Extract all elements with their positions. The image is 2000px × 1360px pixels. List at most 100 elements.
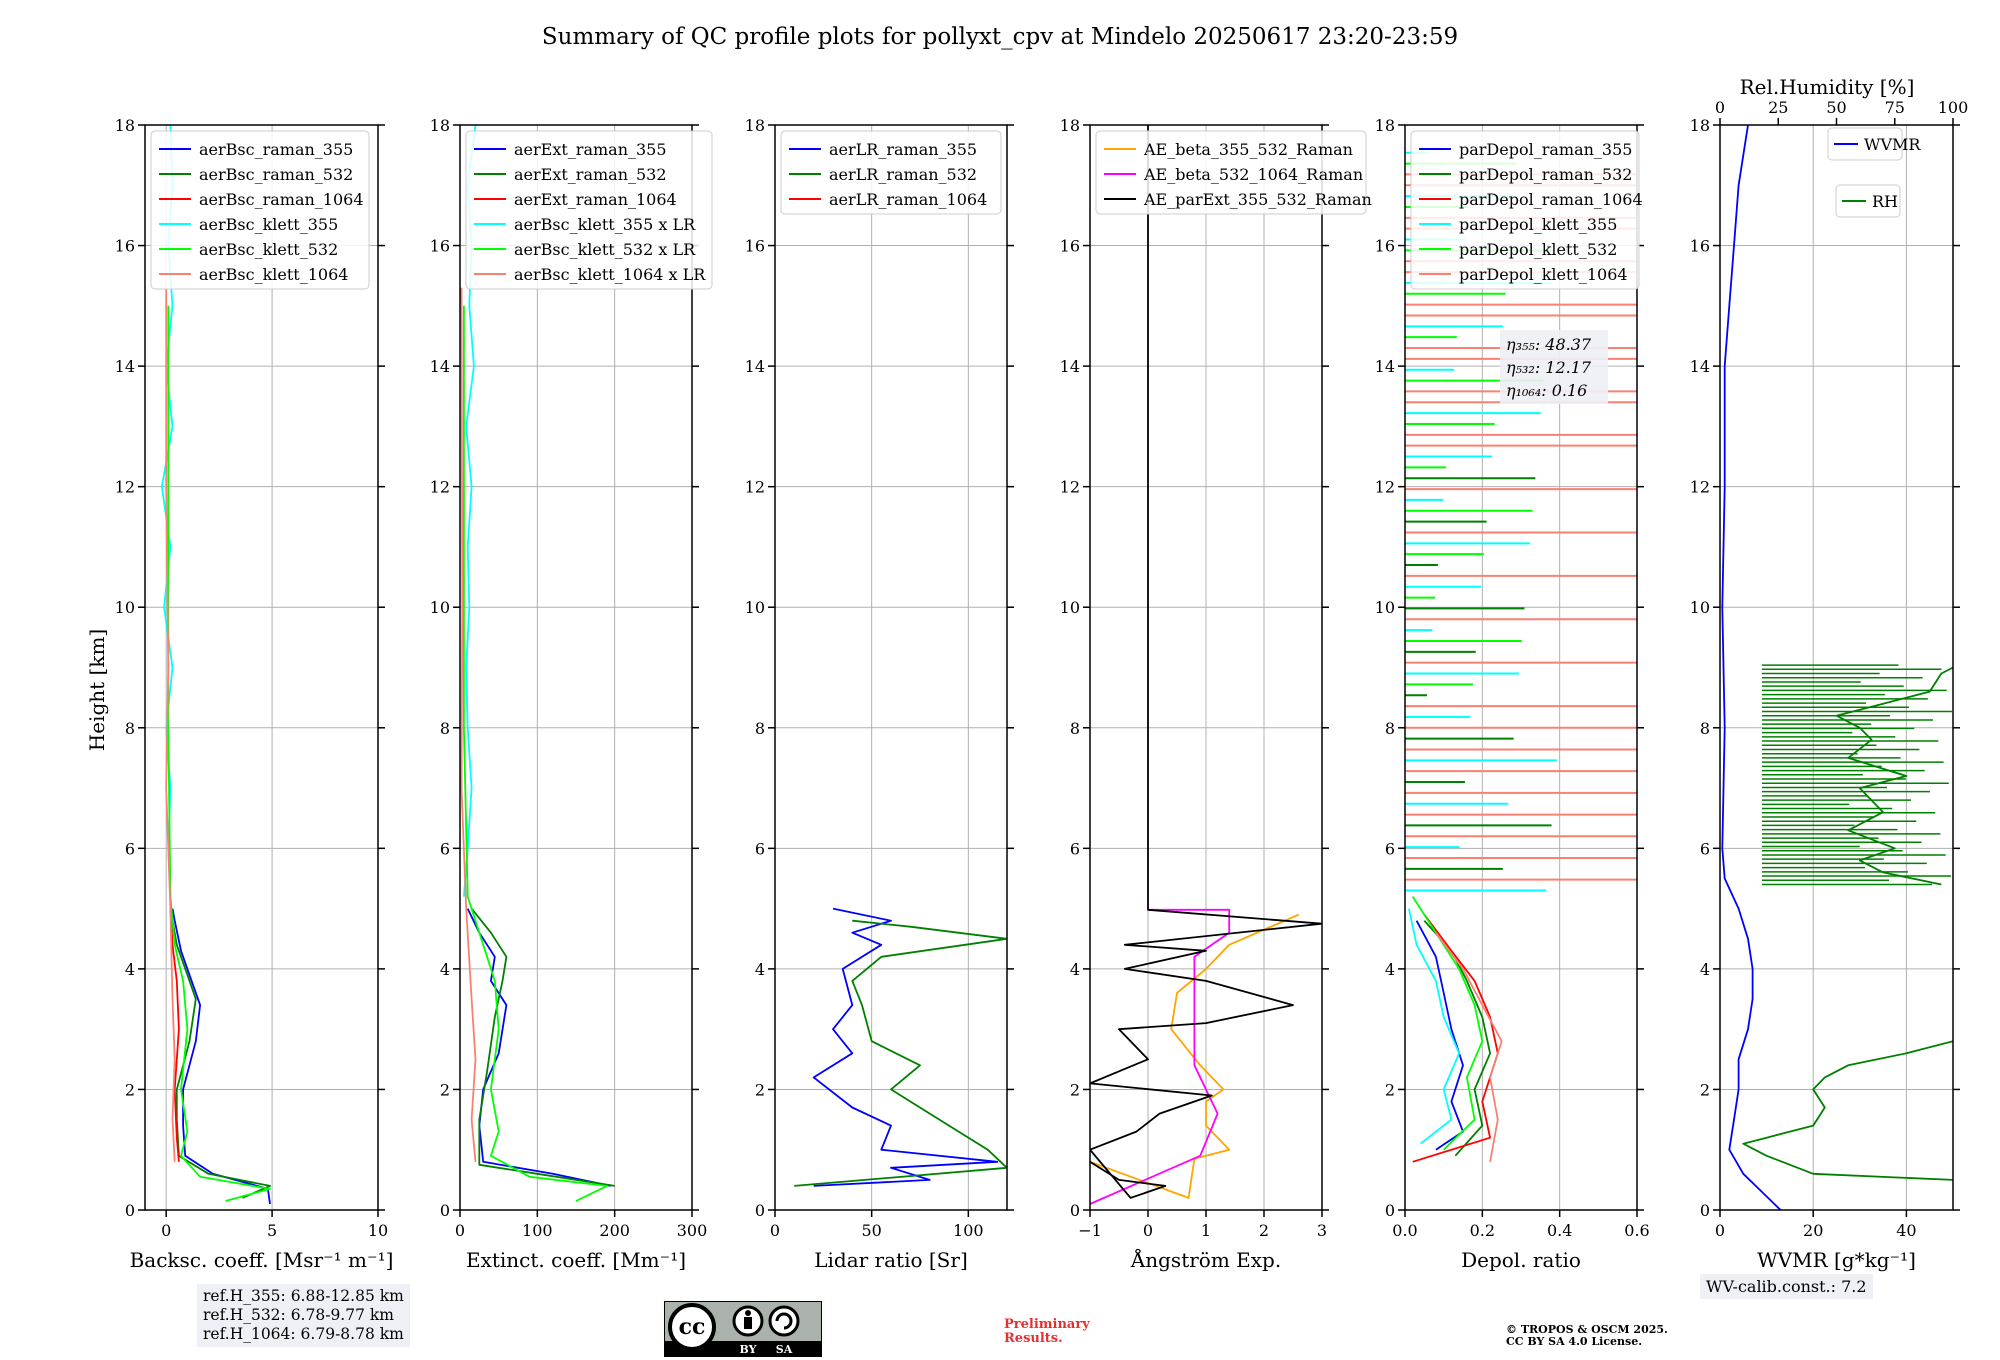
y-tick-label: 14 [430,357,450,376]
series-line-aerBsc_klett_532 [167,305,271,1202]
y-tick-label: 12 [430,478,450,497]
legend-box [1095,130,1367,215]
y-tick-label: 8 [440,719,450,738]
x-tick-label: 0.4 [1547,1221,1572,1240]
preliminary-line-2: Results. [1004,1331,1063,1346]
series-line-RH [1742,1040,1953,1181]
y-tick-label: 2 [755,1080,765,1099]
eta-annotation: η₁₀₆₄: 0.16 [1506,381,1587,400]
series-line-aerBsc_klett_1064 [165,287,176,1162]
y-tick-label: 8 [125,719,135,738]
x-axis-label: Extinct. coeff. [Mm⁻¹] [466,1248,686,1272]
x-tick-label: 20 [1803,1221,1823,1240]
copyright-line-1: © TROPOS & OSCM 2025. [1506,1323,1668,1336]
y-tick-label: 18 [115,116,135,135]
legend-label: parDepol_raman_1064 [1459,190,1643,209]
x-tick-label: 0.2 [1470,1221,1495,1240]
legend-label: aerExt_raman_1064 [514,190,677,209]
series-line-aerBsc_raman_1064 [169,908,180,1162]
y-tick-label: 12 [1375,478,1395,497]
y-tick-label: 4 [440,960,450,979]
y-tick-label: 8 [1385,719,1395,738]
y-tick-label: 0 [440,1201,450,1220]
x-tick-label: 100 [953,1221,984,1240]
legend-box [1827,127,1903,161]
y-tick-label: 10 [430,598,450,617]
legend-label: AE_beta_355_532_Raman [1143,140,1353,159]
x-tick-label: 0.6 [1624,1221,1649,1240]
top-x-tick-label: 0 [1715,98,1725,117]
y-tick-label: 4 [1070,960,1080,979]
x-tick-label: 2 [1259,1221,1269,1240]
legend-label: aerLR_raman_532 [829,165,977,184]
annotation-box [1500,330,1608,404]
y-tick-label: 14 [745,357,765,376]
series-line-aerLR_raman_532 [794,919,1007,1187]
series-line-AE_parExt_355_532_Raman [1090,125,1322,1199]
y-tick-label: 16 [430,237,450,256]
series-line-parDepol_klett_355 [1408,908,1460,1145]
x-tick-label: 0 [161,1221,171,1240]
series-line-aerLR_raman_355 [812,907,999,1187]
legend-label: AE_beta_532_1064_Raman [1143,165,1363,184]
y-tick-label: 18 [1690,116,1710,135]
series-line-aerExt_raman_355 [466,908,611,1187]
series-line-parDepol_klett_1064 [1435,932,1503,1162]
series-line-WVMR [1721,125,1782,1210]
series-line-aerExt_raman_532 [470,908,615,1187]
axes-frame [144,124,379,1211]
y-tick-label: 14 [1690,357,1710,376]
y-tick-label: 6 [1700,839,1710,858]
by-text: BY [740,1343,757,1356]
y-tick-label: 10 [745,598,765,617]
x-axis-label: WVMR [g*kg⁻¹] [1757,1248,1916,1272]
cc-by-sa-license-logo: cc BY SA [664,1301,822,1357]
panel-backscatter: 0 2 4 6 8 10 12 14 16 18 0 5 10 Backsc. coeff. [Msr⁻¹… [115,116,394,1272]
series-group [161,125,271,1205]
y-tick-label: 12 [745,478,765,497]
series-line-AE_beta_532_1064_Raman [1090,908,1231,1205]
y-tick-label: 8 [1070,719,1080,738]
y-tick-label: 12 [1060,478,1080,497]
legend-label: AE_parExt_355_532_Raman [1143,190,1372,209]
legend-label: aerBsc_klett_532 [199,240,338,259]
x-tick-label: 1 [1201,1221,1211,1240]
cc-text: cc [679,1314,706,1340]
legend-box [1835,184,1901,218]
y-tick-label: 4 [125,960,135,979]
legend-box [780,130,1002,215]
series-line-parDepol_raman_1064 [1412,914,1499,1163]
sa-text: SA [776,1343,793,1356]
y-tick-label: 12 [115,478,135,497]
x-tick-label: 10 [368,1221,388,1240]
y-tick-label: 10 [1375,598,1395,617]
legend-label: aerExt_raman_355 [514,140,667,159]
y-tick-label: 2 [1385,1080,1395,1099]
y-tick-label: 8 [1700,719,1710,738]
x-tick-label: 0 [1715,1221,1725,1240]
wv-calibration-box: WV-calib.const.: 7.2 [1700,1274,1873,1299]
ref-height-532: ref.H_532: 6.78-9.77 km [203,1306,394,1324]
legend-label: aerBsc_raman_532 [199,165,353,184]
legend-label: aerBsc_klett_1064 [199,265,348,284]
y-tick-label: 6 [755,839,765,858]
ref-height-1064: ref.H_1064: 6.79-8.78 km [203,1325,404,1343]
series-line-parDepol_raman_355 [1415,920,1464,1151]
panel-water_vapor: 0 2 4 6 8 10 12 14 16 18 0 20 40 WVMR [g*kg⁻¹] 0 25 50 75… [1690,98,1969,1272]
y-tick-label: 2 [1070,1080,1080,1099]
top-axis-label: Rel.Humidity [%] [1740,75,1915,99]
x-tick-label: 50 [861,1221,881,1240]
x-tick-label: 0 [770,1221,780,1240]
top-x-tick-label: 75 [1885,98,1905,117]
x-axis-label: Backsc. coeff. [Msr⁻¹ m⁻¹] [130,1248,394,1272]
y-tick-label: 6 [1385,839,1395,858]
legend-label: aerBsc_raman_355 [199,140,353,159]
axes-frame [1719,124,1954,1211]
panel-lidar_ratio: 0 2 4 6 8 10 12 14 16 18 0 50 100 Lidar ratio [Sr] aer… [745,116,1014,1272]
y-tick-label: 4 [1385,960,1395,979]
y-tick-label: 2 [440,1080,450,1099]
legend-label: parDepol_raman_355 [1459,140,1632,159]
y-tick-label: 10 [1060,598,1080,617]
